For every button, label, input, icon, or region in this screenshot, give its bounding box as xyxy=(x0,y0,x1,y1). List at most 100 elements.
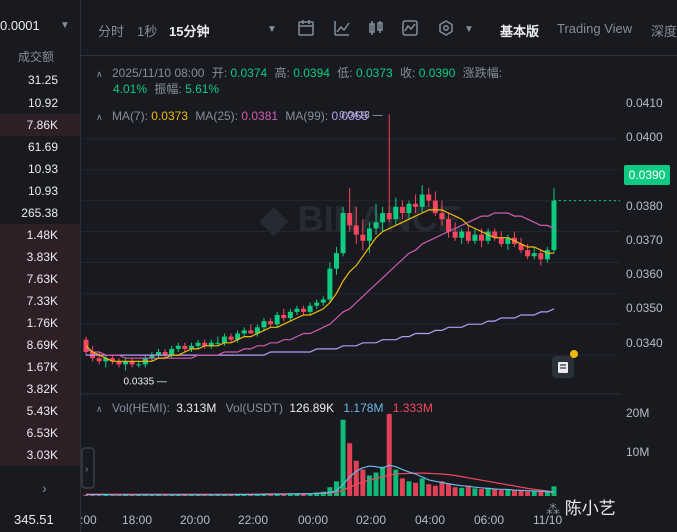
candle-body xyxy=(116,361,122,365)
volume-row[interactable]: 3.03K xyxy=(26,448,58,462)
volume-row[interactable]: 1.67K xyxy=(26,360,58,374)
volume-row[interactable]: 7.86K xyxy=(26,118,58,132)
low-value: 0.0373 xyxy=(355,66,393,80)
volume-row[interactable]: 3.83K xyxy=(26,250,58,264)
volume-row[interactable]: 7.33K xyxy=(26,294,58,308)
high-marker: 0.0418 — xyxy=(339,110,382,121)
interval-tab-15m[interactable]: 15分钟 xyxy=(169,24,210,39)
candle-type-icon[interactable] xyxy=(367,19,385,37)
candle-body xyxy=(248,330,254,334)
line-chart-icon[interactable] xyxy=(333,19,351,37)
version-depth-tab[interactable]: 深度 xyxy=(651,24,677,39)
candle-body xyxy=(261,321,267,328)
collapse-icon[interactable]: ∧ xyxy=(96,112,103,122)
chevron-right-icon[interactable]: › xyxy=(42,480,47,496)
alert-widget-button[interactable] xyxy=(552,350,578,378)
settings-dropdown-icon[interactable]: ▼ xyxy=(464,24,474,35)
interval-dropdown-icon[interactable]: ▼ xyxy=(267,24,277,35)
ma99-value: 0.0355 xyxy=(331,109,369,123)
volume-bar xyxy=(83,494,89,496)
candle-body xyxy=(505,237,511,244)
volume-bar xyxy=(268,494,274,496)
volume-bar xyxy=(109,495,115,496)
volume-bar xyxy=(544,491,550,496)
open-value: 0.0374 xyxy=(230,66,268,80)
candle-body xyxy=(426,194,432,201)
volume-row[interactable]: 6.53K xyxy=(26,426,58,440)
volume-bar xyxy=(287,493,293,496)
candle-body xyxy=(320,299,326,303)
time-tick: :00 xyxy=(80,513,97,527)
low-label: 低: xyxy=(337,66,353,80)
volume-row[interactable]: 265.38 xyxy=(21,206,58,220)
time-tick: 06:00 xyxy=(474,513,505,527)
current-price-tag: 0.0390 xyxy=(624,165,670,185)
candle-body xyxy=(544,250,550,260)
volume-bar xyxy=(459,487,465,496)
volume-tick: 10M xyxy=(626,445,650,459)
interval-tab-1s[interactable]: 1秒 xyxy=(137,24,158,39)
candle-body xyxy=(413,203,419,207)
volume-row[interactable]: 10.93 xyxy=(27,162,58,176)
candle-body xyxy=(235,333,241,340)
ma7-label: MA(7): xyxy=(111,109,148,123)
volume-bar xyxy=(472,488,478,496)
volume-row[interactable]: 10.93 xyxy=(27,184,58,198)
volume-bar xyxy=(518,491,524,496)
calendar-icon[interactable] xyxy=(297,19,315,37)
volume-bar xyxy=(208,494,214,496)
chevron-down-icon[interactable]: ▼ xyxy=(60,20,70,31)
volume-bar xyxy=(419,478,425,496)
collapse-icon[interactable]: ∧ xyxy=(96,404,103,414)
candle-body xyxy=(525,250,531,257)
volume-bar xyxy=(333,481,339,496)
toolbar-divider xyxy=(80,55,677,56)
collapse-icon[interactable]: ∧ xyxy=(96,69,103,79)
version-basic-tab[interactable]: 基本版 xyxy=(500,24,540,39)
candle-body xyxy=(380,213,386,223)
volume-row[interactable]: 1.76K xyxy=(26,316,58,330)
volume-legend: ∧ Vol(HEMI): 3.313M Vol(USDT) 126.89K 1.… xyxy=(96,401,433,415)
volume-row-bg xyxy=(0,246,80,268)
volume-row[interactable]: 3.82K xyxy=(26,382,58,396)
volume-bar xyxy=(446,483,452,496)
volume-tick: 20M xyxy=(626,406,650,420)
volume-row[interactable]: 10.92 xyxy=(27,96,58,110)
volume-row[interactable]: 7.63K xyxy=(26,272,58,286)
volume-bar xyxy=(511,490,517,496)
volume-row[interactable]: 31.25 xyxy=(27,73,58,87)
candle-body xyxy=(96,358,102,362)
volume-bar xyxy=(399,478,405,496)
volume-row[interactable]: 61.69 xyxy=(27,140,58,154)
interval-tab-time[interactable]: 分时 xyxy=(98,24,125,39)
volume-row[interactable]: 1.48K xyxy=(26,228,58,242)
settings-icon[interactable] xyxy=(437,19,455,37)
vol-ma1-value: 1.178M xyxy=(343,401,384,415)
volume-row-bg xyxy=(0,400,80,422)
volume-row-bg xyxy=(0,378,80,400)
candlestick-chart[interactable]: ◆ BINANCE 0.0418 — 0.0335 — › xyxy=(80,56,620,512)
volume-row[interactable]: 5.43K xyxy=(26,404,58,418)
watermark: ⁂ 陈小艺 xyxy=(546,494,616,519)
candle-body xyxy=(373,222,379,229)
indicator-icon[interactable] xyxy=(401,19,419,37)
volume-bar xyxy=(129,494,135,496)
time-tick: 22:00 xyxy=(238,513,269,527)
volume-row-bg xyxy=(0,422,80,444)
version-tradingview-tab[interactable]: Trading View xyxy=(557,21,633,36)
candle-body xyxy=(228,336,234,340)
vol-ma2-value: 1.333M xyxy=(392,401,433,415)
volume-row[interactable]: 8.69K xyxy=(26,338,58,352)
volume-bar xyxy=(426,484,432,496)
volume-bar xyxy=(531,490,537,496)
volume-bar xyxy=(478,488,484,496)
open-label: 开: xyxy=(211,66,228,80)
candle-body xyxy=(333,253,339,269)
amplitude-label: 振幅: xyxy=(154,82,182,96)
volume-row-bg xyxy=(0,114,80,136)
binance-watermark: ◆ BINANCE xyxy=(259,198,462,239)
volume-row-bg xyxy=(0,290,80,312)
candle-body xyxy=(531,253,537,257)
volume-bar xyxy=(353,460,359,496)
volume-bar xyxy=(116,495,122,496)
